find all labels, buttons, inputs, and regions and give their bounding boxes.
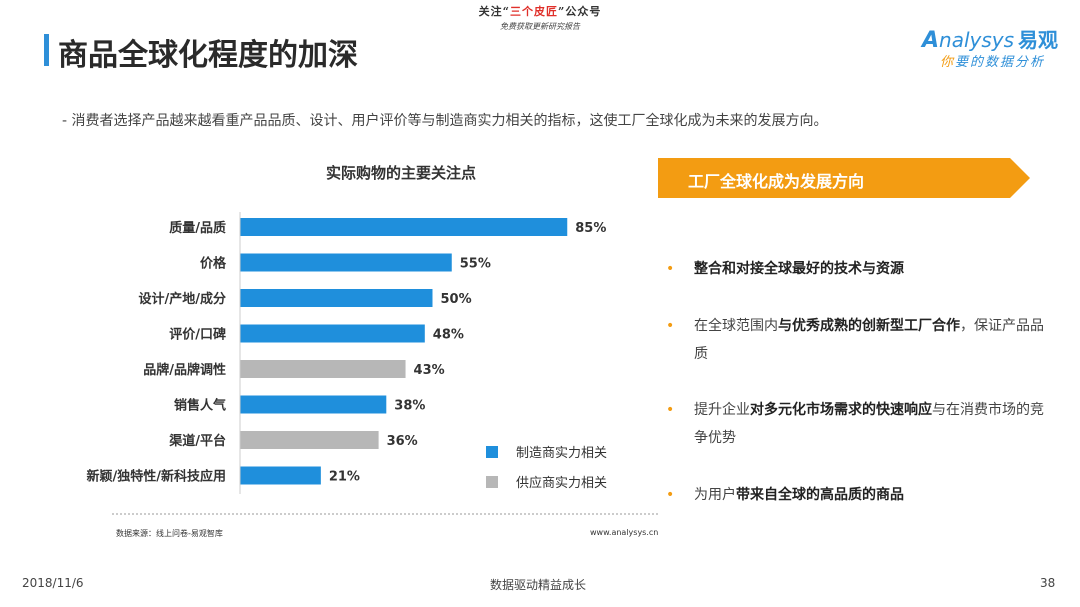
value-label: 38% [394,399,425,414]
logo-tagline: 你要的数据分析 [940,55,1046,70]
category-label: 销售人气 [174,398,226,414]
category-label: 品牌/品牌调性 [143,362,226,378]
legend-label: 供应商实力相关 [516,475,607,491]
bar [240,395,387,414]
legend-label: 制造商实力相关 [516,446,607,461]
bar [240,431,379,449]
slide-subtitle: - 消费者选择产品越来越看重产品品质、设计、用户评价等与制造商实力相关的指标，这… [62,113,828,129]
footer-slogan: 数据驱动精益成长 [490,578,587,592]
bullet-dot: • [666,402,675,418]
bar [240,466,321,485]
footer-date: 2018/11/6 [22,576,84,590]
value-label: 43% [414,363,445,378]
legend-swatch [486,476,498,488]
top-promo-line1: 关注“三个皮匠”公众号 [478,5,602,18]
value-label: 85% [575,221,606,236]
category-label: 价格 [200,256,227,272]
bar [240,289,433,307]
category-label: 设计/产地/成分 [139,291,227,307]
bar [240,253,452,272]
category-label: 新颖/独特性/新科技应用 [87,469,227,485]
value-label: 21% [329,470,360,485]
top-promo-line2: 免费获取更新研究报告 [500,22,580,31]
banner-arrow [658,158,1030,198]
bar [240,324,425,343]
bullet-dot: • [666,318,675,334]
bar [240,218,568,236]
website-url: www.analysys.cn [590,528,659,537]
bullet-dot: • [666,487,675,503]
chart-title: 实际购物的主要关注点 [325,164,476,182]
title-accent-bar [44,34,49,66]
bullet-dot: • [666,261,675,277]
value-label: 48% [433,328,464,343]
value-label: 55% [460,257,491,272]
logo-brand: Analysys 易观 [922,28,1059,53]
value-label: 50% [441,292,472,307]
category-label: 渠道/平台 [168,433,226,449]
page-title: 商品全球化程度的加深 [58,38,358,73]
legend-swatch [486,446,498,458]
value-label: 36% [387,434,418,449]
analysys-logo: Analysys 易观 你要的数据分析 [922,24,1062,74]
category-label: 评价/口碑 [169,327,226,343]
data-source: 数据来源：线上问卷-易观智库 [116,529,223,538]
bar [240,360,406,378]
banner-text: 工厂全球化成为发展方向 [688,172,865,191]
top-promo-note: 关注“三个皮匠”公众号 免费获取更新研究报告 [0,3,1080,32]
category-label: 质量/品质 [169,220,226,236]
bar-chart: 质量/品质 85% 价格 55% 设计/产地/成分 50% 评价/口碑 48% 品牌/品牌调性 4… [87,212,660,515]
page-number: 38 [1040,576,1056,590]
